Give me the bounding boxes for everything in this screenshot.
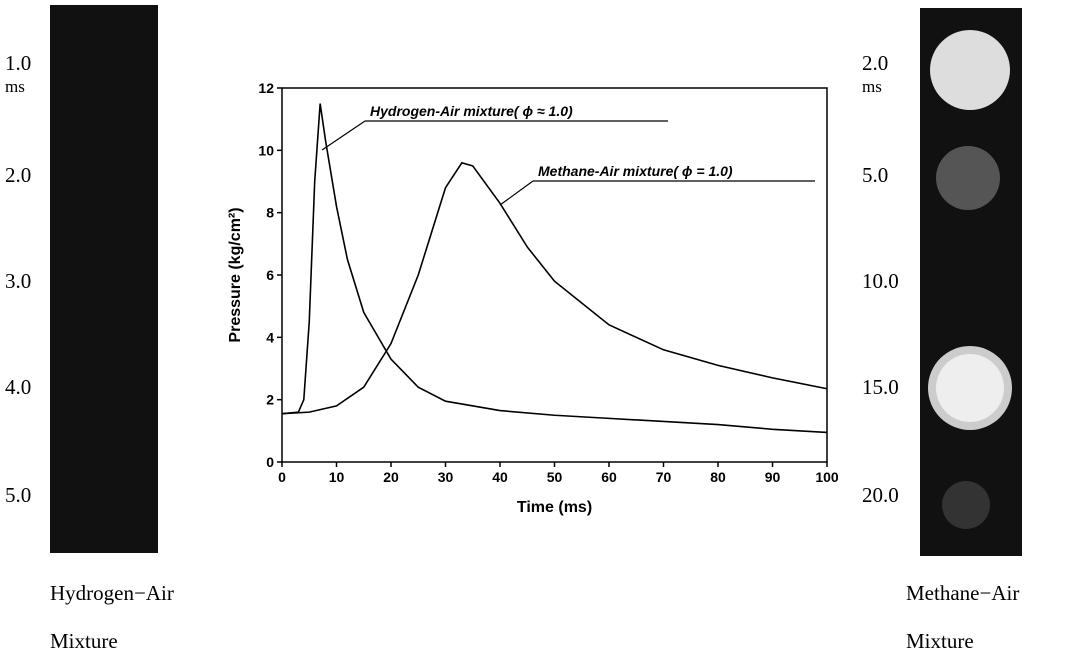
x-axis-label: Time (ms) bbox=[517, 499, 592, 516]
caption: Hydrogen−Air bbox=[50, 581, 174, 605]
y-tick-label: 10 bbox=[258, 142, 274, 158]
x-tick-label: 100 bbox=[815, 469, 839, 485]
chart: 0 10 20 30 40 50 60 70 80 90 100 0 2 4 6 8 10 12 Time (ms)… bbox=[227, 80, 839, 516]
x-tick-label: 70 bbox=[656, 469, 672, 485]
unit-label: ms bbox=[862, 77, 882, 96]
flame-image bbox=[936, 354, 1004, 422]
y-axis-label: Pressure (kg/cm²) bbox=[227, 207, 244, 342]
flame-image bbox=[930, 30, 1010, 110]
time-label: 20.0 bbox=[862, 483, 899, 507]
y-tick-label: 4 bbox=[266, 329, 274, 345]
y-tick-label: 2 bbox=[266, 392, 274, 408]
time-label: 1.0 bbox=[5, 51, 31, 75]
y-tick-label: 8 bbox=[266, 205, 274, 221]
left-panel: 1.0 2.0 3.0 4.0 5.0 ms Hydrogen−Air Mixture bbox=[5, 51, 174, 653]
annotation-leader bbox=[321, 120, 366, 151]
x-tick-label: 80 bbox=[710, 469, 726, 485]
right-panel: 2.0 5.0 10.0 15.0 20.0 ms Methane−Air Mixture bbox=[862, 51, 1019, 653]
line-series bbox=[281, 161, 828, 415]
caption: Mixture bbox=[50, 629, 118, 653]
caption: Mixture bbox=[906, 629, 974, 653]
y-tick-label: 12 bbox=[258, 80, 274, 96]
series-annotation: Hydrogen-Air mixture( ϕ ≈ 1.0) bbox=[370, 103, 573, 119]
series-annotation: Methane-Air mixture( ϕ = 1.0) bbox=[538, 163, 733, 179]
annotation-leader bbox=[499, 180, 534, 206]
x-tick-label: 10 bbox=[329, 469, 345, 485]
x-tick-label: 20 bbox=[383, 469, 399, 485]
x-tick-label: 40 bbox=[492, 469, 508, 485]
x-tick-label: 0 bbox=[278, 469, 286, 485]
y-tick-label: 0 bbox=[266, 454, 274, 470]
x-tick-label: 60 bbox=[601, 469, 617, 485]
time-label: 5.0 bbox=[5, 483, 31, 507]
time-label: 3.0 bbox=[5, 269, 31, 293]
flame-image bbox=[942, 481, 990, 529]
time-label: 15.0 bbox=[862, 375, 899, 399]
x-tick-label: 90 bbox=[765, 469, 781, 485]
time-label: 2.0 bbox=[5, 163, 31, 187]
line-series bbox=[281, 103, 828, 434]
flame-image bbox=[936, 146, 1000, 210]
caption: Methane−Air bbox=[906, 581, 1019, 605]
plot-frame bbox=[281, 87, 828, 463]
unit-label: ms bbox=[5, 77, 25, 96]
time-label: 2.0 bbox=[862, 51, 888, 75]
x-tick-label: 30 bbox=[438, 469, 454, 485]
time-label: 5.0 bbox=[862, 163, 888, 187]
time-label: 4.0 bbox=[5, 375, 31, 399]
y-tick-label: 6 bbox=[266, 267, 274, 283]
time-label: 10.0 bbox=[862, 269, 899, 293]
x-tick-label: 50 bbox=[547, 469, 563, 485]
photo-strip bbox=[50, 5, 158, 553]
